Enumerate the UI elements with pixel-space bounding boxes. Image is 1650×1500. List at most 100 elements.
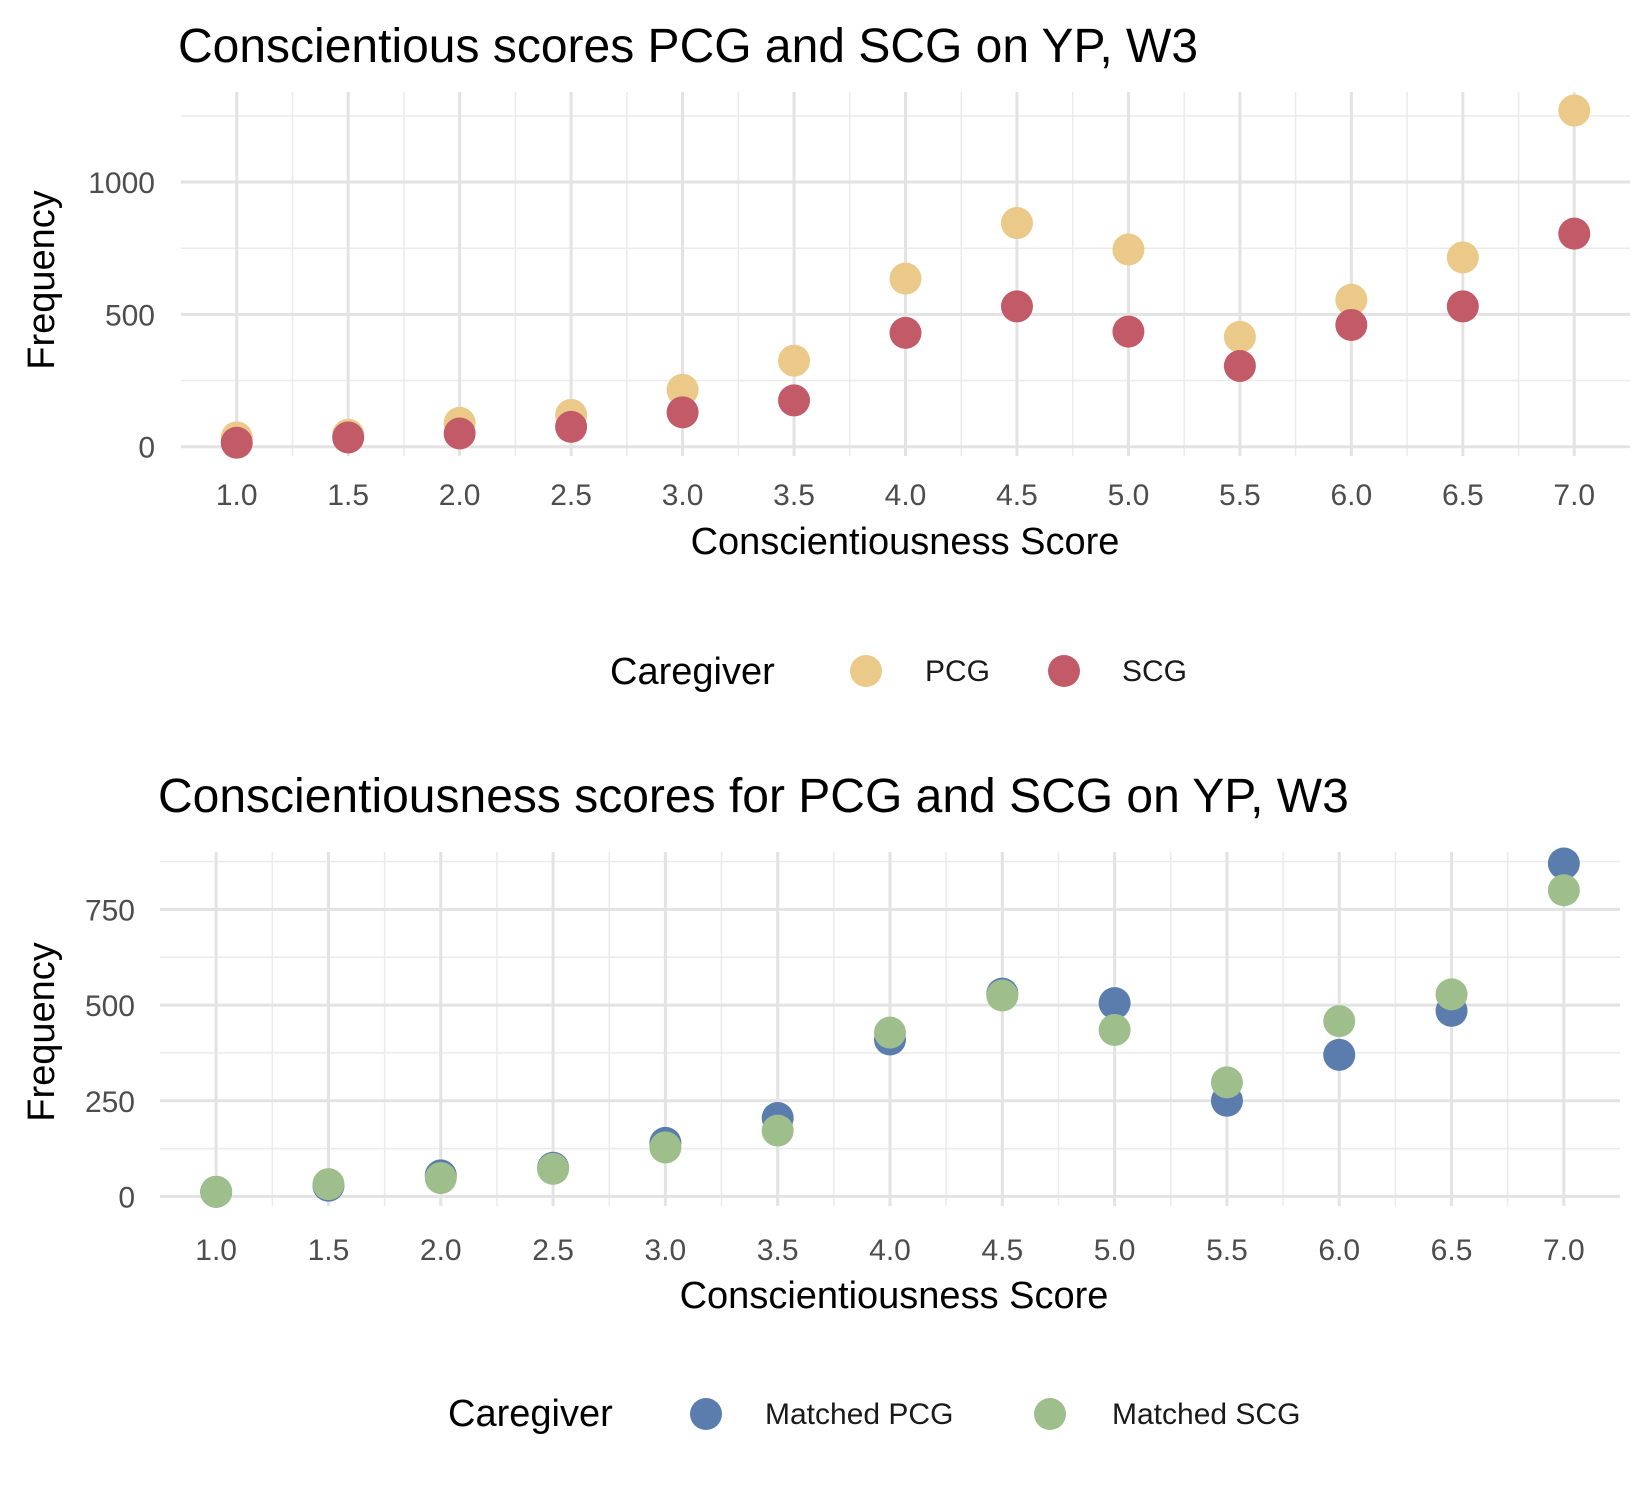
- x-tick-label: 6.5: [1431, 1234, 1473, 1267]
- point-matched-scg: [1098, 1013, 1131, 1046]
- x-tick-label: 6.5: [1442, 479, 1484, 512]
- chart-1-svg: Conscientious scores PCG and SCG on YP, …: [21, 20, 1630, 693]
- point-pcg: [1446, 241, 1479, 274]
- chart-1-points: [220, 94, 1591, 459]
- x-tick-label: 5.5: [1206, 1234, 1248, 1267]
- point-matched-scg: [761, 1114, 794, 1147]
- chart-2-title: Conscientiousness scores for PCG and SCG…: [158, 770, 1349, 823]
- point-scg: [443, 417, 476, 450]
- x-tick-label: 4.0: [885, 479, 927, 512]
- point-scg: [1558, 217, 1591, 250]
- x-tick-label: 6.0: [1318, 1234, 1360, 1267]
- x-tick-label: 4.5: [996, 479, 1038, 512]
- chart-2-legend-label-matched-pcg: Matched PCG: [765, 1398, 953, 1431]
- point-pcg: [1223, 320, 1256, 353]
- point-scg: [220, 426, 253, 459]
- chart-panel-2: Conscientiousness scores for PCG and SCG…: [0, 740, 1650, 1500]
- point-matched-scg: [1323, 1005, 1356, 1038]
- point-scg: [778, 384, 811, 417]
- x-tick-label: 2.0: [420, 1234, 462, 1267]
- point-matched-scg: [424, 1162, 457, 1195]
- point-matched-scg: [1210, 1066, 1243, 1099]
- y-tick-label: 500: [85, 990, 135, 1023]
- y-tick-label: 0: [138, 432, 155, 465]
- x-tick-label: 3.0: [662, 479, 704, 512]
- point-pcg: [666, 373, 699, 406]
- chart-2-legend-key-matched-pcg: [690, 1398, 722, 1430]
- chart-1-title: Conscientious scores PCG and SCG on YP, …: [178, 20, 1198, 73]
- chart-2-x-ticks: 1.0 1.5 2.0 2.5 3.0 3.5 4.0 4.5 5.0 5.5 6.0 6.5 7.0: [195, 1234, 1584, 1267]
- x-tick-label: 3.5: [773, 479, 815, 512]
- x-tick-label: 1.0: [195, 1234, 237, 1267]
- point-matched-scg: [986, 979, 1019, 1012]
- chart-2-legend: Caregiver Matched PCG Matched SCG: [448, 1393, 1300, 1435]
- point-matched-scg: [1547, 874, 1580, 907]
- point-scg: [1335, 308, 1368, 341]
- point-scg: [1446, 290, 1479, 323]
- point-matched-scg: [649, 1131, 682, 1164]
- chart-1-x-axis-title: Conscientiousness Score: [691, 521, 1120, 563]
- chart-2-legend-label-matched-scg: Matched SCG: [1112, 1398, 1300, 1431]
- chart-2-legend-key-matched-scg: [1034, 1398, 1066, 1430]
- x-tick-label: 1.5: [327, 479, 369, 512]
- point-pcg: [889, 262, 922, 295]
- point-scg: [332, 421, 365, 454]
- chart-2-svg: Conscientiousness scores for PCG and SCG…: [21, 770, 1620, 1435]
- chart-2-y-ticks: 0 250 500 750: [85, 894, 135, 1214]
- chart-1-legend-title: Caregiver: [610, 651, 775, 693]
- point-matched-scg: [874, 1016, 906, 1049]
- point-matched-scg: [312, 1168, 345, 1201]
- chart-1-y-ticks: 0 500 1000: [88, 167, 155, 465]
- x-tick-label: 7.0: [1553, 479, 1595, 512]
- point-scg: [666, 396, 699, 429]
- x-tick-label: 3.0: [645, 1234, 687, 1267]
- point-pcg: [778, 344, 811, 377]
- chart-1-x-ticks: 1.0 1.5 2.0 2.5 3.0 3.5 4.0 4.5 5.0 5.5 6.0 6.5 7.0: [216, 479, 1595, 512]
- y-tick-label: 500: [105, 299, 155, 332]
- x-tick-label: 2.0: [439, 479, 481, 512]
- chart-2-x-axis-title: Conscientiousness Score: [680, 1275, 1109, 1317]
- point-matched-scg: [1435, 978, 1468, 1011]
- x-tick-label: 5.5: [1219, 479, 1261, 512]
- chart-1-legend: Caregiver PCG SCG: [610, 651, 1187, 693]
- x-tick-label: 4.0: [869, 1234, 911, 1267]
- chart-2-grid: [160, 852, 1620, 1206]
- chart-1-legend-label-scg: SCG: [1122, 655, 1187, 688]
- point-pcg: [1335, 283, 1368, 316]
- chart-panel-1: Conscientious scores PCG and SCG on YP, …: [0, 0, 1650, 740]
- point-scg: [889, 316, 922, 349]
- x-tick-label: 7.0: [1543, 1234, 1585, 1267]
- chart-1-legend-key-pcg: [850, 655, 882, 687]
- x-tick-label: 5.0: [1108, 479, 1150, 512]
- x-tick-label: 3.5: [757, 1234, 799, 1267]
- x-tick-label: 6.0: [1330, 479, 1372, 512]
- chart-1-y-axis-title: Frequency: [21, 190, 63, 370]
- chart-1-grid: [181, 92, 1630, 456]
- x-tick-label: 2.5: [532, 1234, 574, 1267]
- point-scg: [555, 410, 588, 443]
- x-tick-label: 1.0: [216, 479, 258, 512]
- x-tick-label: 1.5: [308, 1234, 350, 1267]
- point-pcg: [1112, 233, 1145, 266]
- chart-1-legend-label-pcg: PCG: [925, 655, 990, 688]
- x-tick-label: 2.5: [550, 479, 592, 512]
- point-matched-pcg: [1098, 987, 1131, 1020]
- y-tick-label: 750: [85, 894, 135, 927]
- chart-2-y-axis-title: Frequency: [21, 942, 63, 1122]
- point-scg: [1000, 290, 1033, 323]
- point-scg: [1223, 349, 1256, 382]
- x-tick-label: 5.0: [1094, 1234, 1136, 1267]
- chart-2-points: [200, 847, 1580, 1208]
- point-scg: [1112, 315, 1145, 348]
- point-matched-scg: [200, 1175, 233, 1208]
- y-tick-label: 0: [118, 1181, 135, 1214]
- point-matched-pcg: [1547, 847, 1580, 880]
- x-tick-label: 4.5: [981, 1234, 1023, 1267]
- y-tick-label: 1000: [88, 167, 155, 200]
- point-pcg: [1000, 207, 1033, 240]
- chart-2-legend-title: Caregiver: [448, 1393, 613, 1435]
- y-tick-label: 250: [85, 1086, 135, 1119]
- point-pcg: [1558, 94, 1591, 127]
- point-matched-scg: [537, 1152, 570, 1185]
- chart-1-legend-key-scg: [1048, 655, 1080, 687]
